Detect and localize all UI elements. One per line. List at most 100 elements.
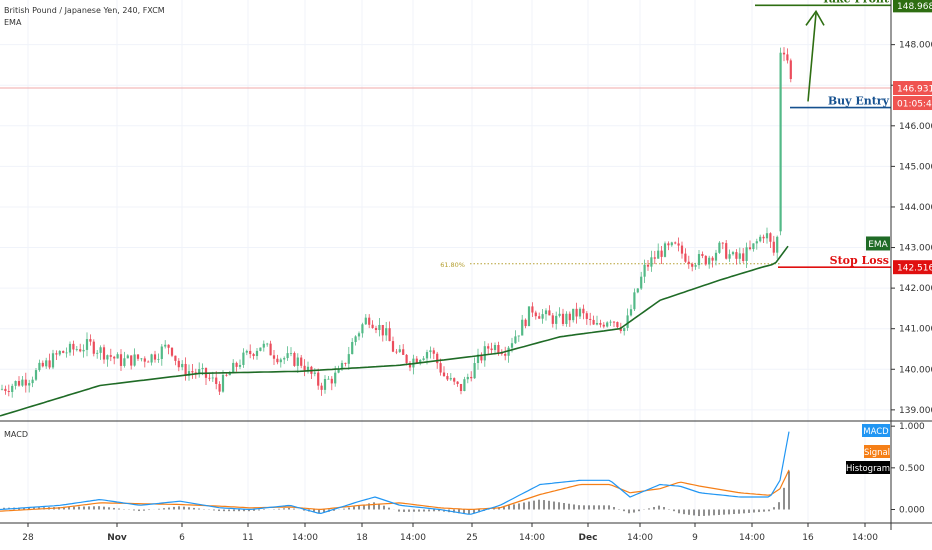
candle-body — [245, 350, 248, 353]
candle-body — [395, 351, 398, 353]
price-tick-label: 146.000 — [899, 122, 932, 132]
candle-body — [650, 257, 653, 267]
candle-body — [62, 351, 65, 353]
macd-tick-label: 0.500 — [899, 464, 925, 474]
target-arrow-shaft — [807, 13, 817, 102]
candle-body — [215, 377, 218, 384]
candle-body — [677, 243, 680, 246]
candle-body — [551, 315, 554, 324]
macd-legend-signal: Signal — [864, 448, 890, 458]
time-tick-label: 14:00 — [400, 533, 426, 543]
candle-body — [742, 253, 745, 261]
candle-body — [228, 373, 231, 376]
candle-body — [357, 333, 361, 337]
candle-body — [776, 236, 779, 253]
candle-body — [371, 324, 374, 328]
candle-body — [143, 358, 146, 362]
candle-body — [708, 257, 711, 265]
candle-body — [225, 374, 228, 376]
candle-body — [748, 247, 752, 250]
candle-body — [41, 362, 44, 367]
candle-body — [636, 288, 639, 293]
candle-body — [133, 354, 136, 366]
fib-level: 61.80% — [440, 261, 780, 269]
macd-legend-histogram: Histogram — [846, 464, 890, 474]
candle-body — [510, 343, 514, 348]
candles[interactable] — [0, 47, 792, 398]
symbol-title: British Pound / Japanese Yen, 240, FXCM — [4, 6, 165, 15]
candle-body — [480, 354, 483, 361]
candle-body — [249, 350, 252, 355]
candle-body — [116, 354, 119, 359]
candle-body — [255, 350, 259, 357]
candle-body — [164, 344, 167, 347]
candle-body — [21, 379, 24, 386]
candle-body — [276, 358, 279, 363]
candle-body — [663, 243, 667, 257]
candle-body — [459, 383, 463, 392]
candle-body — [555, 315, 558, 324]
candle-body — [680, 245, 684, 254]
price-tick-label: 144.000 — [899, 203, 932, 213]
candle-body — [58, 351, 61, 355]
candle-body — [534, 312, 537, 317]
candle-body — [473, 363, 476, 379]
candle-body — [497, 344, 500, 354]
candle-body — [541, 314, 544, 319]
candle-body — [344, 362, 347, 364]
candle-body — [731, 252, 735, 255]
candle-body — [415, 358, 418, 363]
candle-body — [609, 321, 612, 323]
candle-body — [616, 322, 619, 328]
candle-body — [602, 324, 605, 327]
candle-body — [218, 383, 221, 392]
candle-body — [697, 254, 701, 266]
candle-body — [306, 366, 310, 372]
price-tick-label: 139.000 — [899, 406, 932, 416]
candle-body — [181, 363, 184, 368]
candle-body — [99, 347, 102, 353]
candle-body — [262, 343, 265, 348]
candle-body — [174, 355, 177, 361]
time-tick-label: 28 — [22, 533, 34, 543]
candle-body — [470, 376, 473, 379]
macd-tick-label: 0.000 — [899, 506, 925, 516]
candle-body — [626, 315, 629, 328]
candle-body — [300, 357, 303, 366]
candle-body — [368, 317, 371, 325]
candle-body — [136, 354, 140, 359]
candle-body — [711, 257, 714, 261]
candle-body — [490, 348, 493, 351]
current-price-badge-bg — [893, 81, 932, 96]
candle-body — [340, 362, 344, 370]
candle-body — [432, 350, 435, 354]
candle-body — [759, 236, 762, 242]
candle-body — [670, 242, 673, 246]
candle-body — [92, 341, 95, 354]
candle-body — [629, 309, 633, 316]
candle-body — [755, 241, 758, 244]
candle-body — [391, 341, 395, 352]
candle-body — [72, 343, 75, 350]
candle-body — [721, 242, 724, 244]
take-profit-text: Take Profit — [822, 0, 890, 5]
candle-body — [106, 355, 109, 360]
candle-body — [653, 257, 656, 259]
ema-badge-bg — [866, 236, 890, 251]
candle-body — [684, 253, 687, 262]
candle-body — [714, 252, 718, 261]
candle-body — [442, 372, 446, 377]
candle-body — [385, 328, 388, 336]
buy-entry-text: Buy Entry — [828, 95, 890, 108]
candle-body — [266, 343, 269, 345]
time-tick-label: 14:00 — [519, 533, 545, 543]
candle-body — [28, 383, 31, 386]
candle-body — [735, 252, 738, 259]
stop-loss-price-badge: 142.516 — [897, 264, 932, 274]
time-tick-label: 14:00 — [852, 533, 878, 543]
candle-body — [361, 324, 364, 334]
candle-body — [633, 292, 636, 310]
time-tick-label: 14:00 — [292, 533, 318, 543]
countdown-badge: 01:05:40 — [897, 100, 932, 110]
